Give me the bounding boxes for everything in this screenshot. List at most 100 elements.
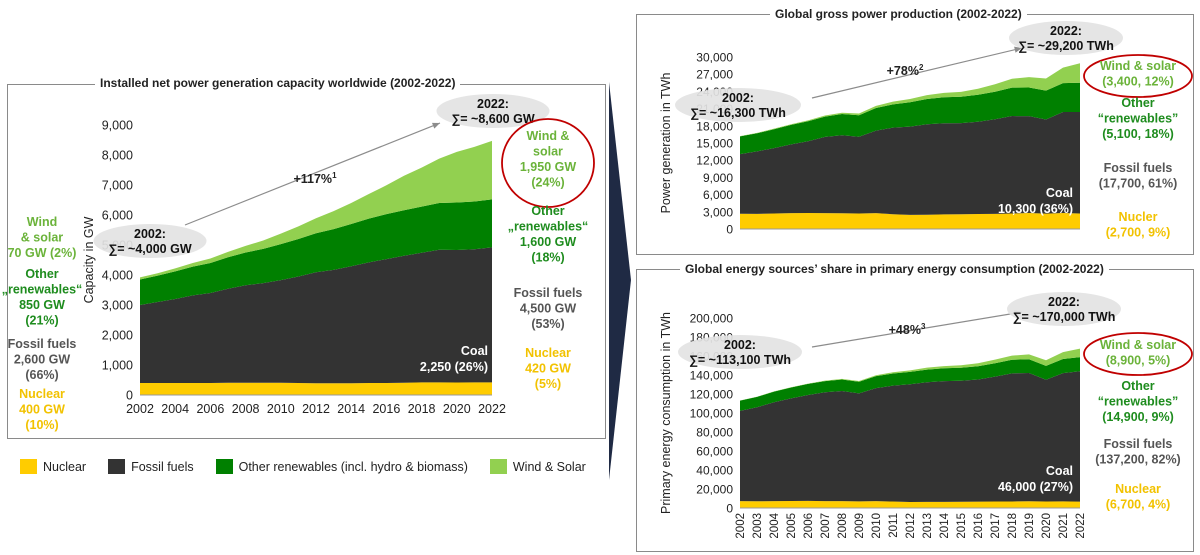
legend-item-other: Other renewables (incl. hydro & biomass) xyxy=(215,459,468,474)
bubble-start xyxy=(678,335,802,369)
x-tick-label: 2019 xyxy=(1024,513,1036,539)
coal-value: 10,300 (36%) xyxy=(998,202,1073,216)
right-label-wind: (8,900, 5%) xyxy=(1106,354,1171,368)
area-other xyxy=(740,82,1080,155)
bubble-end-year: 2022: xyxy=(477,97,509,111)
x-tick-label: 2022 xyxy=(478,402,506,416)
bubble-start-total: ∑= ~113,100 TWh xyxy=(689,353,791,367)
area-fossil xyxy=(740,112,1080,215)
growth-arrowhead-icon xyxy=(1014,46,1022,53)
right-label-other: 1,600 GW xyxy=(520,235,576,249)
x-tick-label: 2011 xyxy=(888,513,900,538)
y-tick-label: 8,000 xyxy=(102,149,133,163)
right-label-fossil: (137,200, 82%) xyxy=(1095,453,1180,467)
y-tick-label: 80,000 xyxy=(696,426,733,440)
area-other xyxy=(740,357,1080,411)
y-tick-label: 7,000 xyxy=(102,179,133,193)
y-tick-label: 60,000 xyxy=(696,445,733,459)
y-tick-label: 120,000 xyxy=(690,388,734,402)
bubble-end xyxy=(1007,292,1121,326)
legend: Nuclear Fossil fuels Other renewables (i… xyxy=(20,459,608,474)
legend-label: Fossil fuels xyxy=(131,459,194,474)
legend-item-wind: Wind & Solar xyxy=(489,459,586,474)
area-nuclear xyxy=(740,500,1080,508)
right-label-other: “renewables” xyxy=(1098,112,1179,126)
x-tick-label: 2006 xyxy=(803,513,815,539)
y-tick-label: 27,000 xyxy=(696,68,733,82)
left-label-nuclear: 400 GW xyxy=(19,403,65,417)
y-tick-label: 40,000 xyxy=(696,464,733,478)
legend-swatch-nuclear xyxy=(20,459,37,474)
y-tick-label: 12,000 xyxy=(696,154,733,168)
left-label-fossil: Fossil fuels xyxy=(8,337,77,351)
x-tick-label: 2008 xyxy=(232,402,260,416)
right-label-nuclear: 420 GW xyxy=(525,362,571,376)
bubble-start-year: 2002: xyxy=(724,338,756,352)
x-tick-label: 2007 xyxy=(820,513,832,539)
left-label-wind: 70 GW (2%) xyxy=(8,246,77,260)
y-tick-label: 18,000 xyxy=(696,119,733,133)
area-fossil xyxy=(140,247,492,384)
area-nuclear xyxy=(140,382,492,395)
growth-arrow xyxy=(811,311,1023,348)
x-tick-label: 2016 xyxy=(372,402,400,416)
legend-label: Nuclear xyxy=(43,459,87,474)
bubble-start-total: ∑= ~4,000 GW xyxy=(108,242,191,256)
growth-arrow xyxy=(184,122,441,226)
x-tick-label: 2013 xyxy=(922,513,934,539)
right-label-wind: solar xyxy=(533,145,563,159)
y-tick-label: 140,000 xyxy=(690,369,734,383)
x-tick-label: 2002 xyxy=(126,402,154,416)
bubble-end-total: ∑= ~170,000 TWh xyxy=(1013,310,1116,324)
bubble-end xyxy=(1009,21,1123,55)
power-title: Global gross power production (2002-2022… xyxy=(770,7,1027,21)
y-tick-label: 100,000 xyxy=(690,407,734,421)
right-label-nuclear: Nucler xyxy=(1119,210,1158,224)
x-tick-label: 2012 xyxy=(905,513,917,539)
coal-label: Coal xyxy=(1046,186,1073,200)
x-tick-label: 2020 xyxy=(443,402,471,416)
left-label-other: „renewables“ xyxy=(2,283,83,297)
bubble-start-year: 2002: xyxy=(134,227,166,241)
x-tick-label: 2022 xyxy=(1075,513,1087,539)
coal-value: 2,250 (26%) xyxy=(420,360,488,374)
left-label-fossil: (66%) xyxy=(25,368,58,382)
coal-label: Coal xyxy=(1046,464,1073,478)
left-label-other: 850 GW xyxy=(19,298,65,312)
highlight-circle xyxy=(1083,54,1193,98)
left-label-wind: & solar xyxy=(21,231,64,245)
bubble-start-total: ∑= ~16,300 TWh xyxy=(690,106,786,120)
right-label-fossil: (17,700, 61%) xyxy=(1099,177,1178,191)
right-label-nuclear: (5%) xyxy=(535,377,561,391)
right-label-wind: (3,400, 12%) xyxy=(1102,75,1174,89)
capacity-title: Installed net power generation capacity … xyxy=(95,76,461,90)
area-other xyxy=(140,199,492,305)
bubble-end-year: 2022: xyxy=(1050,24,1082,38)
x-tick-label: 2005 xyxy=(786,513,798,539)
x-tick-label: 2004 xyxy=(769,512,781,538)
x-tick-label: 2006 xyxy=(196,402,224,416)
right-label-nuclear: Nuclear xyxy=(525,346,571,360)
right-label-nuclear: Nuclear xyxy=(1115,482,1161,496)
legend-item-fossil: Fossil fuels xyxy=(108,459,194,474)
x-tick-label: 2004 xyxy=(161,402,189,416)
right-label-wind: 1,950 GW xyxy=(520,160,576,174)
y-axis-label: Primary energy consumption in TWh xyxy=(659,312,673,514)
y-tick-label: 0 xyxy=(726,502,733,516)
right-label-wind: (24%) xyxy=(531,176,564,190)
x-tick-label: 2003 xyxy=(752,513,764,539)
x-tick-label: 2018 xyxy=(1007,513,1019,539)
x-tick-label: 2008 xyxy=(837,513,849,539)
y-axis-label: Capacity in GW xyxy=(82,216,96,303)
right-label-other: (5,100, 18%) xyxy=(1102,127,1174,141)
bubble-start-year: 2002: xyxy=(722,91,754,105)
y-tick-label: 6,000 xyxy=(703,188,733,202)
y-tick-label: 0 xyxy=(726,223,733,237)
x-tick-label: 2012 xyxy=(302,402,330,416)
right-label-other: Other xyxy=(1121,379,1154,393)
right-label-other: (18%) xyxy=(531,251,564,265)
y-tick-label: 0 xyxy=(126,389,133,403)
legend-label: Other renewables (incl. hydro & biomass) xyxy=(238,459,468,474)
